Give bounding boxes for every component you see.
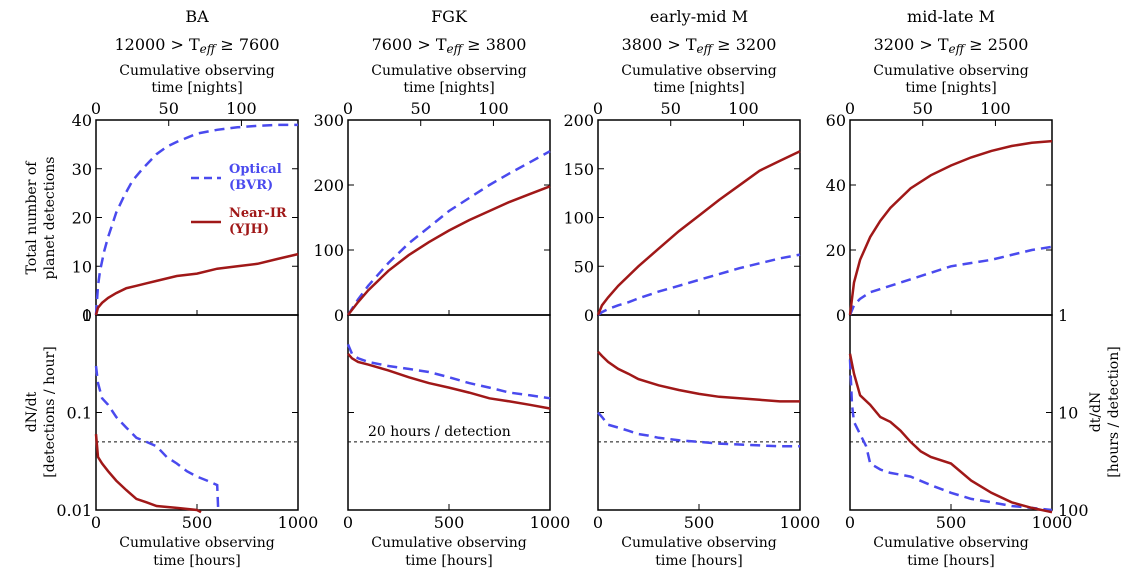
- series-nearir-cumulative: [347, 185, 551, 316]
- y-tick-label: 20: [826, 241, 846, 260]
- x-axis-label: Cumulative observing time [hours]: [621, 535, 777, 569]
- series-optical-rate: [346, 343, 551, 400]
- top-x-tick-label: 50: [159, 99, 179, 118]
- series-optical-cumulative: [94, 123, 298, 316]
- series-optical-cumulative: [346, 150, 551, 316]
- legend-nearir-sub: (YJH): [229, 222, 269, 237]
- top-axis-label: Cumulative observing time [nights]: [621, 63, 777, 96]
- top-x-tick-label: 100: [478, 99, 509, 118]
- series-nearir-cumulative: [94, 252, 299, 316]
- x-tick-label: 1000: [530, 513, 571, 532]
- series-nearir-rate: [347, 352, 551, 410]
- bottom-panel-frame: [849, 314, 1053, 511]
- y-tick-label: 0: [334, 306, 344, 325]
- bottom-panel-frame: [347, 314, 551, 511]
- top-x-tick-label: 100: [980, 99, 1011, 118]
- x-tick-label: 0: [593, 513, 603, 532]
- x-tick-label: 0: [91, 513, 101, 532]
- panel-temp-range: 7600 > Teff ≥ 3800: [372, 35, 527, 56]
- top-axis-label: Cumulative observing time [nights]: [119, 63, 275, 96]
- x-tick-label: 500: [434, 513, 465, 532]
- bottom-panel-frame: [95, 314, 299, 511]
- x-tick-label: 1000: [780, 513, 821, 532]
- right-tick-label: 1: [1058, 306, 1068, 325]
- y-tick-label: 50: [574, 257, 594, 276]
- log-tick-label: 0.01: [56, 501, 92, 520]
- top-x-tick-label: 0: [91, 99, 101, 118]
- top-x-tick-label: 50: [913, 99, 933, 118]
- bottom-panel-frame: [597, 314, 801, 511]
- top-x-tick-label: 50: [411, 99, 431, 118]
- top-axis-label: Cumulative observing time [nights]: [873, 63, 1029, 96]
- y-tick-label: 10: [72, 257, 92, 276]
- y-tick-label: 200: [313, 176, 344, 195]
- top-x-tick-label: 50: [661, 99, 681, 118]
- top-panel-frame: [849, 119, 1053, 316]
- panel-title: mid-late M: [907, 7, 995, 26]
- series-nearir-rate: [94, 433, 202, 514]
- top-x-tick-label: 0: [845, 99, 855, 118]
- y-tick-label: 150: [563, 160, 594, 179]
- right-tick-label: 100: [1058, 501, 1089, 520]
- top-axis-label: Cumulative observing time [nights]: [371, 63, 527, 96]
- series-nearir-cumulative: [848, 139, 1053, 316]
- legend-nearir-label: Near-IR: [229, 206, 287, 221]
- series-optical-rate: [597, 411, 800, 448]
- series-optical-cumulative: [848, 245, 1053, 316]
- panel-temp-range: 3200 > Teff ≥ 2500: [874, 35, 1029, 56]
- x-tick-label: 500: [936, 513, 967, 532]
- x-tick-label: 0: [845, 513, 855, 532]
- bottom-y-axis-label: dN/dt [detections / hour]: [24, 346, 58, 477]
- panel-title: FGK: [431, 7, 468, 26]
- x-axis-label: Cumulative observing time [hours]: [371, 535, 527, 569]
- y-tick-label: 0: [836, 306, 846, 325]
- series-optical-cumulative: [597, 253, 801, 317]
- top-y-axis-label: Total number of planet detections: [24, 157, 58, 280]
- y-tick-label: 20: [72, 209, 92, 228]
- x-axis-label: Cumulative observing time [hours]: [873, 535, 1029, 569]
- log-tick-label: 1: [82, 306, 92, 325]
- top-x-tick-label: 100: [226, 99, 257, 118]
- panel-title: early-mid M: [650, 7, 748, 26]
- x-tick-label: 1000: [278, 513, 319, 532]
- top-x-tick-label: 0: [593, 99, 603, 118]
- series-nearir-cumulative: [596, 150, 801, 316]
- top-x-tick-label: 0: [343, 99, 353, 118]
- y-tick-label: 300: [313, 111, 344, 130]
- x-tick-label: 500: [182, 513, 213, 532]
- top-panel-frame: [347, 119, 551, 316]
- y-tick-label: 0: [82, 306, 92, 325]
- right-tick-label: 10: [1058, 404, 1078, 423]
- x-tick-label: 0: [343, 513, 353, 532]
- top-panel-frame: [597, 119, 801, 316]
- log-tick-label: 0.1: [67, 404, 92, 423]
- y-tick-label: 100: [313, 241, 344, 260]
- legend-optical-sub: (BVR): [229, 178, 273, 193]
- y-tick-label: 200: [563, 111, 594, 130]
- x-tick-label: 1000: [1032, 513, 1073, 532]
- right-y-axis-label: dt/dN [hours / detection]: [1088, 346, 1122, 477]
- series-optical-rate: [94, 365, 220, 511]
- top-x-tick-label: 100: [728, 99, 759, 118]
- panel-temp-range: 12000 > Teff ≥ 7600: [114, 35, 279, 56]
- series-nearir-rate: [597, 350, 800, 403]
- series-optical-rate: [848, 359, 1053, 512]
- panel-title: BA: [185, 7, 209, 26]
- y-tick-label: 40: [826, 176, 846, 195]
- panel-temp-range: 3800 > Teff ≥ 3200: [622, 35, 777, 56]
- series-nearir-rate: [848, 353, 1053, 514]
- y-tick-label: 40: [72, 111, 92, 130]
- x-tick-label: 500: [684, 513, 715, 532]
- x-axis-label: Cumulative observing time [hours]: [119, 535, 275, 569]
- y-tick-label: 60: [826, 111, 846, 130]
- y-tick-label: 30: [72, 160, 92, 179]
- legend-optical-label: Optical: [229, 162, 282, 177]
- y-tick-label: 0: [584, 306, 594, 325]
- y-tick-label: 100: [563, 209, 594, 228]
- threshold-label: 20 hours / detection: [368, 424, 511, 440]
